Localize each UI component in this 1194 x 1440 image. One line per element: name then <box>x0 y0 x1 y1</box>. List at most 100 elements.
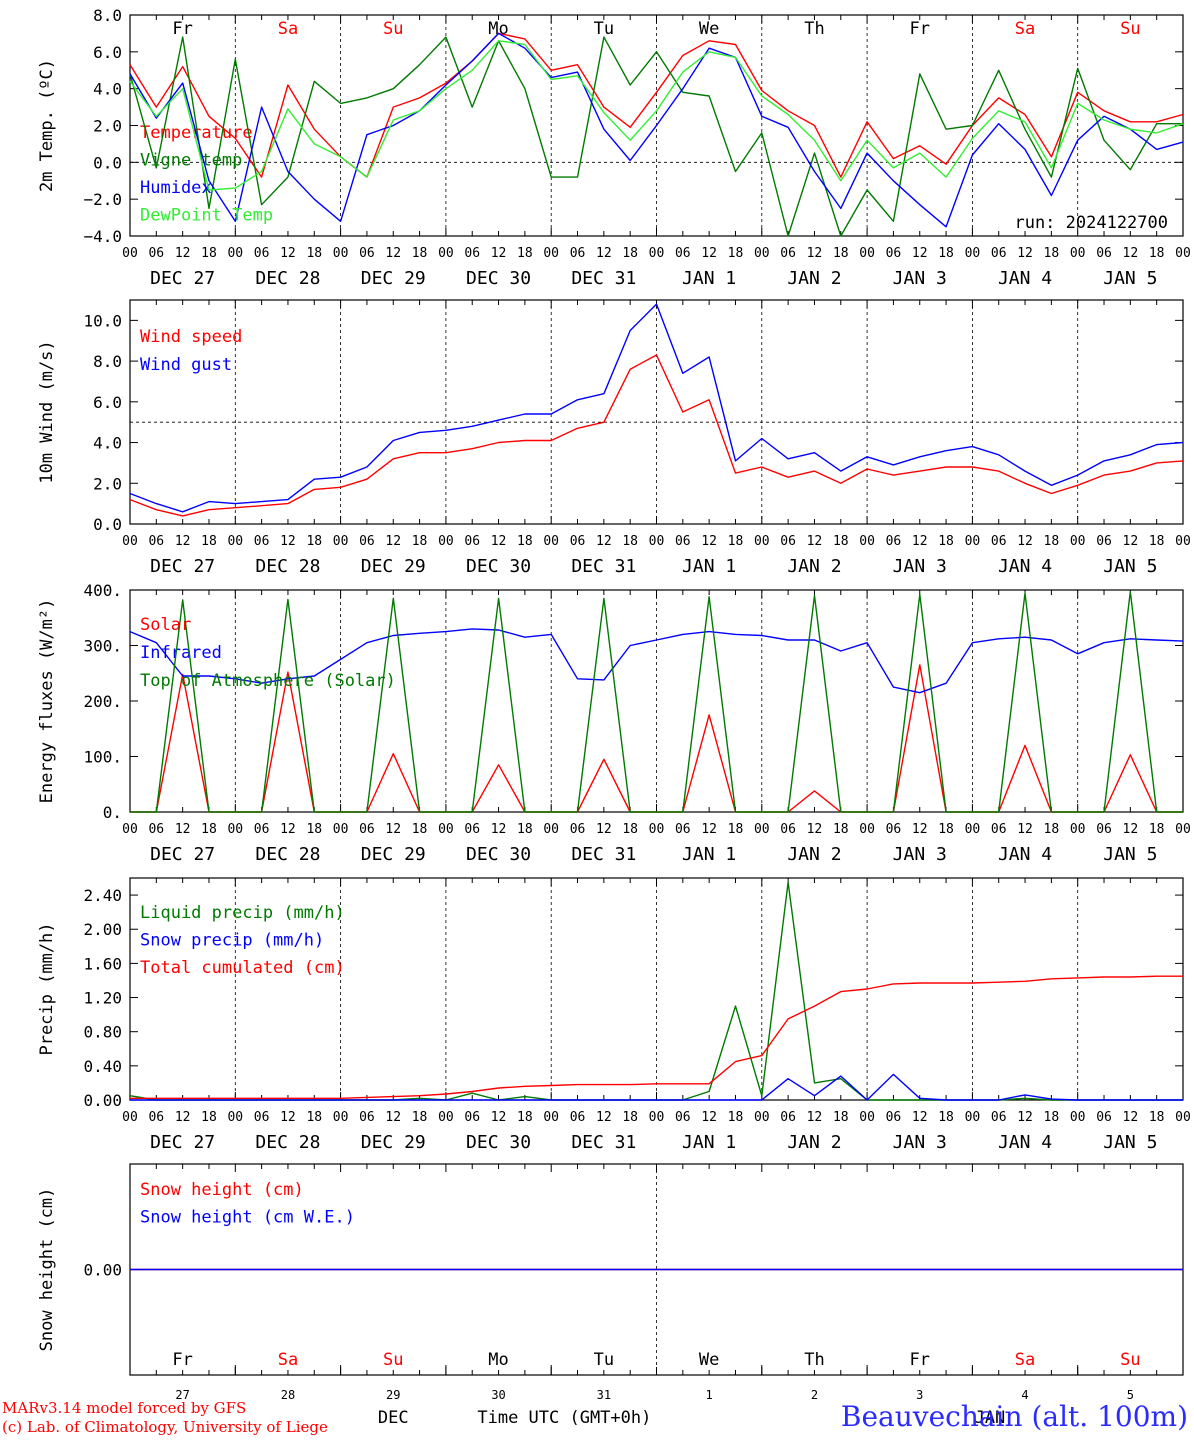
hour-label: 18 <box>517 1110 533 1125</box>
hour-label: 00 <box>754 534 770 549</box>
hour-label: 12 <box>701 534 717 549</box>
hour-label: 06 <box>991 534 1007 549</box>
date-label: DEC 29 <box>361 844 426 865</box>
hour-label: 06 <box>1096 1110 1112 1125</box>
hour-label: 12 <box>175 246 191 261</box>
weekday-label: Su <box>383 19 403 39</box>
weekday-label: Sa <box>1015 19 1035 39</box>
y-axis-label: Snow height (cm) <box>37 1188 57 1352</box>
series-line-infrared <box>129 628 1184 694</box>
legend-entry: Vigne temp <box>140 151 242 171</box>
hour-label: 12 <box>385 246 401 261</box>
date-label: DEC 30 <box>466 844 531 865</box>
hour-label: 18 <box>938 246 954 261</box>
hour-label: 00 <box>438 534 454 549</box>
day-number: 2 <box>811 1388 818 1402</box>
y-tick-label: 6.0 <box>93 43 122 62</box>
day-number: 3 <box>916 1388 923 1402</box>
hour-label: 18 <box>306 1110 322 1125</box>
y-tick-label: 400. <box>83 581 122 600</box>
hour-label: 06 <box>675 822 691 837</box>
date-label: JAN 4 <box>998 556 1052 577</box>
weekday-label: Su <box>1120 1350 1140 1370</box>
hour-label: 00 <box>1175 246 1191 261</box>
hour-label: 12 <box>596 246 612 261</box>
y-tick-label: 10.0 <box>83 311 122 330</box>
date-label: DEC 30 <box>466 1132 531 1153</box>
date-label: DEC 27 <box>150 844 215 865</box>
legend-entry: Snow height (cm W.E.) <box>140 1208 355 1228</box>
hour-label: 06 <box>254 1110 270 1125</box>
hour-label: 06 <box>675 246 691 261</box>
y-tick-label: 0.40 <box>83 1057 122 1076</box>
hour-label: 06 <box>780 822 796 837</box>
hour-label: 00 <box>122 534 138 549</box>
weekday-label: Tu <box>594 1350 614 1370</box>
hour-label: 18 <box>517 822 533 837</box>
hour-label: 00 <box>965 534 981 549</box>
hour-label: 06 <box>148 534 164 549</box>
hour-label: 00 <box>543 246 559 261</box>
date-label: JAN 4 <box>998 844 1052 865</box>
hour-label: 12 <box>491 822 507 837</box>
hour-label: 12 <box>280 534 296 549</box>
series-line-snow-precip-mm-h- <box>130 1073 1183 1101</box>
hour-label: 18 <box>728 1110 744 1125</box>
y-axis-label: Precip (mm/h) <box>37 922 57 1055</box>
hour-label: 12 <box>280 822 296 837</box>
hour-label: 12 <box>596 822 612 837</box>
day-number: 29 <box>386 1388 400 1402</box>
hour-label: 00 <box>122 1110 138 1125</box>
weekday-label: Sa <box>278 1350 298 1370</box>
date-label: JAN 1 <box>682 556 736 577</box>
hour-label: 12 <box>385 534 401 549</box>
hour-label: 12 <box>1017 822 1033 837</box>
hour-label: 00 <box>1070 1110 1086 1125</box>
hour-label: 18 <box>938 534 954 549</box>
date-label: JAN 2 <box>787 1132 841 1153</box>
date-label: DEC 31 <box>571 268 636 289</box>
hour-label: 00 <box>649 822 665 837</box>
hour-label: 00 <box>1070 246 1086 261</box>
hour-label: 06 <box>254 534 270 549</box>
date-label: JAN 3 <box>893 268 947 289</box>
hour-label: 00 <box>965 1110 981 1125</box>
weekday-label: Th <box>804 1350 824 1370</box>
hour-label: 12 <box>385 822 401 837</box>
hour-label: 00 <box>333 1110 349 1125</box>
date-label: DEC 29 <box>361 556 426 577</box>
hour-label: 18 <box>622 1110 638 1125</box>
y-tick-label: 100. <box>83 748 122 767</box>
legend-entry: DewPoint Temp <box>140 206 273 226</box>
hour-label: 18 <box>412 246 428 261</box>
hour-label: 18 <box>833 534 849 549</box>
date-label: JAN 5 <box>1103 556 1157 577</box>
hour-label: 06 <box>991 1110 1007 1125</box>
hour-label: 06 <box>886 246 902 261</box>
hour-label: 00 <box>438 1110 454 1125</box>
y-tick-label: 2.0 <box>93 117 122 136</box>
hour-label: 12 <box>1123 534 1139 549</box>
hour-label: 18 <box>517 246 533 261</box>
hour-label: 06 <box>570 246 586 261</box>
hour-label: 18 <box>833 822 849 837</box>
hour-label: 18 <box>201 822 217 837</box>
day-number: 30 <box>491 1388 505 1402</box>
hour-label: 18 <box>728 534 744 549</box>
hour-label: 00 <box>543 1110 559 1125</box>
credits-lab: (c) Lab. of Climatology, University of L… <box>2 1418 328 1436</box>
hour-label: 12 <box>175 1110 191 1125</box>
panel-1: 8.0 6.0 4.0 2.0 0.0 −2.0 −4.0 2m Temp. (ºC) Fr Sa… <box>37 6 1191 289</box>
hour-label: 00 <box>965 246 981 261</box>
hour-label: 06 <box>570 534 586 549</box>
hour-label: 00 <box>1175 822 1191 837</box>
hour-label: 18 <box>1044 246 1060 261</box>
time-axis-title: Time UTC (GMT+0h) <box>477 1408 651 1428</box>
hour-label: 06 <box>359 1110 375 1125</box>
hour-label: 06 <box>675 534 691 549</box>
panel-5: 0.00 Snow height (cm) Snow height (cm) Snow… <box>37 1163 1184 1428</box>
hour-label: 12 <box>701 822 717 837</box>
hour-label: 18 <box>622 534 638 549</box>
legend-entry: Snow precip (mm/h) <box>140 931 324 951</box>
hour-label: 18 <box>201 246 217 261</box>
